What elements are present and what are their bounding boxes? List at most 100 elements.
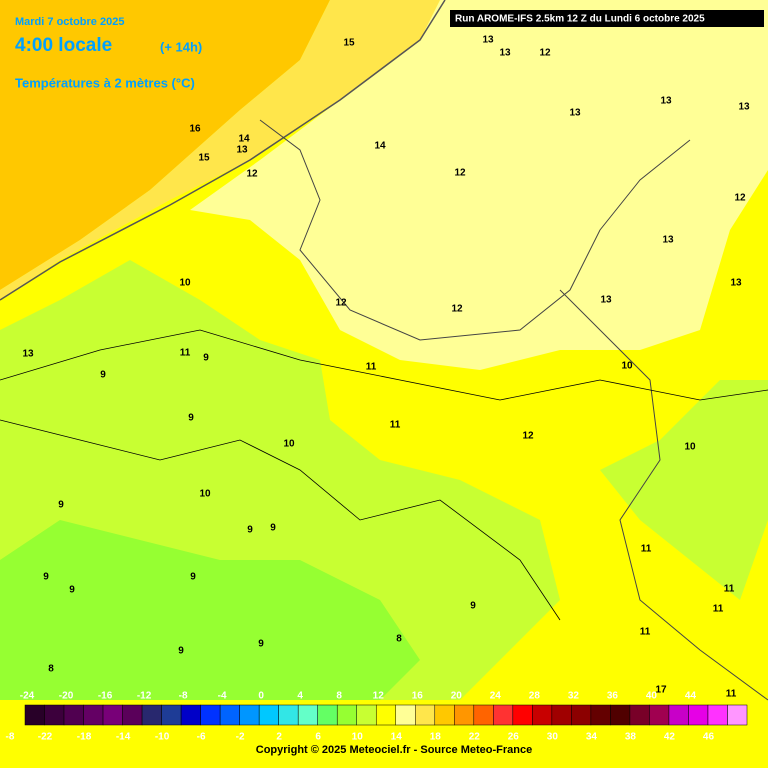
contour-label: 13 [236,145,248,156]
color-swatch [415,704,436,726]
legend-label: 36 [607,691,619,702]
contour-label: 11 [713,604,724,615]
color-swatch [473,704,494,726]
legend-label: 40 [646,691,658,702]
legend-label: 22 [469,732,481,743]
legend-label: 32 [568,691,580,702]
color-swatch [434,704,455,726]
color-swatch [551,704,572,726]
contour-label: 12 [454,168,466,179]
contour-label: 13 [660,96,672,107]
color-swatch [219,704,240,726]
contour-label: 17 [655,685,667,696]
date: Mardi 7 octobre 2025 [15,16,124,28]
legend-label: 42 [664,732,676,743]
contour-label: 12 [539,48,551,59]
color-swatch [532,704,553,726]
contour-label: 15 [343,38,355,49]
contour-label: 11 [640,627,651,638]
contour-label: 10 [621,361,633,372]
color-swatch [493,704,514,726]
legend-label: 0 [258,691,264,702]
contour-label: 9 [470,601,476,612]
legend-label: 44 [685,691,697,702]
contour-label: 12 [335,298,347,309]
color-swatch [239,704,260,726]
legend-label: 46 [703,732,715,743]
color-swatch [395,704,416,726]
land-cooler [0,520,420,700]
color-swatch [727,704,748,726]
legend-label: -8 [179,691,188,702]
legend-label: 26 [508,732,520,743]
color-swatch [258,704,279,726]
legend-label: 6 [315,732,321,743]
legend-label: 20 [451,691,463,702]
legend-label: 34 [586,732,598,743]
color-swatch [668,704,689,726]
contour-label: 8 [48,664,54,675]
contour-label: 11 [366,362,377,373]
contour-label: 9 [43,572,49,583]
contour-label: 13 [22,349,34,360]
color-swatch [454,704,475,726]
legend: -24 -20 -16 -12 -8 -4 0 4 8 12 16 20 24 28 32 36 40 44 -8 -… [6,691,748,743]
color-swatch [629,704,650,726]
color-swatch [688,704,709,726]
contour-label: 11 [641,544,652,555]
contour-label: 9 [203,353,209,364]
color-swatch [200,704,221,726]
contour-label: 13 [499,48,511,59]
contour-label: 10 [179,278,191,289]
contour-label: 16 [189,124,201,135]
contour-label: 11 [180,348,191,359]
legend-label: 10 [352,732,364,743]
contour-label: 11 [724,584,735,595]
contour-label: 11 [726,689,737,700]
legend-label: 24 [490,691,502,702]
contour-label: 9 [247,525,253,536]
legend-label: -2 [236,732,245,743]
contour-label: 9 [190,572,196,583]
color-swatch [122,704,143,726]
contour-label: 9 [178,646,184,657]
color-swatch [102,704,123,726]
contour-label: 13 [738,102,750,113]
color-swatch [83,704,104,726]
copyright: Copyright © 2025 Meteociel.fr - Source M… [256,744,532,756]
contour-label: 12 [451,304,463,315]
color-swatch [610,704,631,726]
border [259,119,768,701]
coastline [0,0,446,301]
color-swatch [356,704,377,726]
contour-label: 9 [270,523,276,534]
lead: (+ 14h) [160,39,202,54]
color-swatch [24,704,45,726]
legend-label: 16 [412,691,424,702]
legend-label: -6 [197,732,206,743]
contour-label: 13 [730,278,742,289]
time: 4:00 locale [15,35,112,56]
legend-label: 38 [625,732,637,743]
legend-label: 28 [529,691,541,702]
color-swatch [180,704,201,726]
contour-label: 9 [69,585,75,596]
legend-label: -14 [116,732,131,743]
legend-label: -20 [59,691,74,702]
legend-label: -18 [77,732,92,743]
run-banner [450,10,764,27]
contour-label: 15 [198,153,210,164]
color-swatch [571,704,592,726]
land-cool-east [600,380,768,600]
contour-label: 9 [258,639,264,650]
legend-label: 30 [547,732,559,743]
legend-label: 8 [336,691,342,702]
land-pale [190,0,768,370]
color-swatch [375,704,397,726]
contour-label: 13 [482,35,494,46]
contour-label: 9 [58,500,64,511]
color-swatch [336,704,357,726]
run: Run AROME-IFS 2.5km 12 Z du Lundi 6 octo… [455,14,705,25]
